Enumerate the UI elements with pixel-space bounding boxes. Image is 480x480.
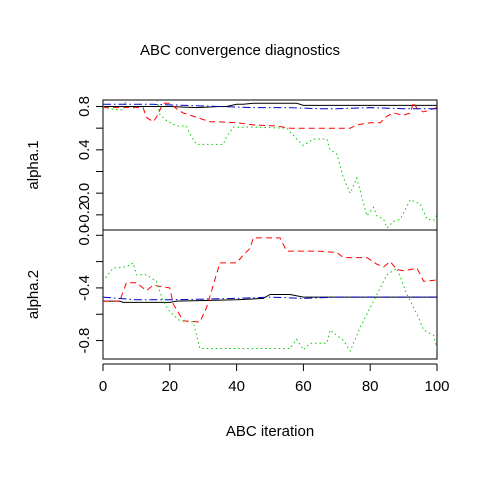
- chart-title: ABC convergence diagnostics: [140, 42, 340, 59]
- series-line-3: [103, 100, 437, 229]
- panel-2: -0.8 -0.4 0.0 alpha.2: [25, 225, 438, 360]
- plot-layer: -0.20.0 0.4 0.8 alpha.1 -0.8 -0.4 0.0 alpha.2 0 2…: [25, 96, 450, 395]
- x-tick-label: 40: [228, 378, 245, 395]
- panel-2-frame: [102, 229, 438, 360]
- x-tick-label: 60: [295, 378, 312, 395]
- series-line-1: [103, 294, 437, 303]
- panel-2-series: [103, 237, 437, 353]
- y-tick-label: 0.0: [76, 225, 93, 246]
- series-line-3: [103, 262, 437, 353]
- y-tick-label: -0.4: [76, 275, 93, 301]
- y-tick-label: -0.8: [76, 328, 93, 354]
- y-axis-label: alpha.2: [25, 270, 42, 319]
- series-line-2: [103, 100, 437, 129]
- x-tick-label: 80: [362, 378, 379, 395]
- x-tick-label: 20: [161, 378, 178, 395]
- y-tick-label: 0.4: [76, 139, 93, 160]
- y-tick-label: 0.0: [76, 183, 93, 204]
- y-tick-label: 0.8: [76, 96, 93, 117]
- x-axis-label: ABC iteration: [226, 423, 314, 440]
- panel-1-series: [103, 100, 437, 229]
- x-tick-label: 100: [424, 378, 449, 395]
- y-tick-label: -0.2: [76, 202, 93, 228]
- y-axis-label: alpha.1: [25, 140, 42, 189]
- panel-1-frame: [102, 99, 438, 231]
- series-line-1: [103, 102, 437, 109]
- panel-1: -0.20.0 0.4 0.8 alpha.1: [25, 96, 438, 231]
- series-line-2: [103, 237, 437, 323]
- series-line-4: [103, 296, 437, 301]
- x-tick-label: 0: [99, 378, 107, 395]
